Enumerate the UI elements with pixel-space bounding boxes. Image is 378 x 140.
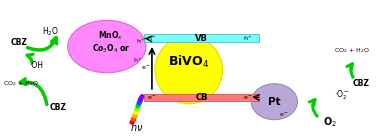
Bar (144, 94, 259, 101)
Text: e$^-$: e$^-$ (243, 94, 253, 102)
Text: O$_2$: O$_2$ (323, 116, 337, 129)
Text: h$^+$: h$^+$ (133, 56, 143, 65)
Text: H$_2$O: H$_2$O (42, 25, 59, 38)
Text: h$^+$: h$^+$ (136, 37, 146, 46)
Text: CO$_2$ + H$_2$O: CO$_2$ + H$_2$O (334, 46, 370, 55)
Text: CO$_2$ + H$_2$O: CO$_2$ + H$_2$O (3, 79, 38, 88)
Text: h$^+$: h$^+$ (147, 34, 157, 43)
Text: e$^-$: e$^-$ (147, 94, 157, 102)
Text: CBZ: CBZ (50, 103, 67, 112)
Text: BiVO$_4$: BiVO$_4$ (168, 54, 209, 70)
Text: CBZ: CBZ (11, 38, 28, 47)
Text: CBZ: CBZ (353, 79, 370, 88)
Text: Co$_3$O$_4$ or: Co$_3$O$_4$ or (91, 42, 130, 55)
Text: CB: CB (195, 93, 208, 102)
Text: ·OH: ·OH (29, 61, 43, 70)
Ellipse shape (68, 20, 146, 73)
Text: ·O$_2^-$: ·O$_2^-$ (334, 88, 350, 102)
Bar (144, 34, 259, 42)
Text: Pt: Pt (268, 97, 281, 107)
Text: VB: VB (195, 34, 208, 43)
Text: e$^-$: e$^-$ (141, 64, 151, 72)
Text: e$^-$: e$^-$ (279, 112, 289, 119)
Text: MnO$_x$: MnO$_x$ (98, 29, 123, 42)
Ellipse shape (251, 84, 297, 120)
Text: h$^+$: h$^+$ (243, 34, 253, 43)
Circle shape (155, 36, 223, 104)
Text: h$\nu$: h$\nu$ (130, 121, 143, 133)
